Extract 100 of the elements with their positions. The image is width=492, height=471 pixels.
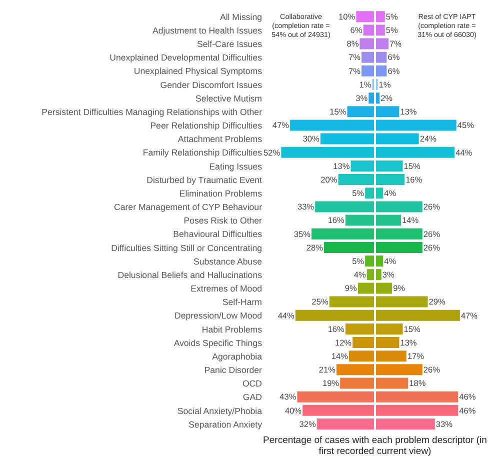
data-label: 4% <box>384 188 397 198</box>
bar <box>376 256 384 267</box>
data-label: 7% <box>390 38 402 49</box>
data-label: 15% <box>404 160 422 171</box>
data-label: 13% <box>333 160 350 171</box>
bar <box>363 24 374 36</box>
y-tick-label: Panic Disorder <box>204 365 262 376</box>
y-tick-label: Extremes of Mood <box>190 284 262 294</box>
data-label: 15% <box>404 324 422 334</box>
bar <box>376 120 456 131</box>
data-label: 5% <box>352 256 365 266</box>
data-label: 9% <box>344 283 358 294</box>
data-label: 29% <box>428 296 446 307</box>
bar <box>376 404 458 416</box>
data-label: 35% <box>294 228 312 239</box>
bar <box>338 174 374 186</box>
bar <box>376 418 435 430</box>
data-label: 16% <box>328 215 346 226</box>
data-label: 44% <box>456 147 473 158</box>
data-label: 26% <box>423 364 441 375</box>
bar <box>376 296 428 308</box>
data-label: 10% <box>338 11 356 22</box>
bar <box>376 92 380 104</box>
x-axis-title: Percentage of cases with each problem descriptor (in first recorded current view) <box>262 435 488 457</box>
bar <box>352 337 374 348</box>
bar <box>376 133 419 144</box>
bar <box>376 269 382 280</box>
bar <box>376 323 403 334</box>
bar <box>302 404 374 416</box>
bar <box>360 38 374 50</box>
bar <box>345 214 374 226</box>
data-label: 17% <box>407 351 425 362</box>
y-tick-label: GAD <box>242 392 262 402</box>
data-label: 14% <box>402 215 420 226</box>
data-label: 43% <box>280 392 297 402</box>
bar <box>336 364 374 376</box>
data-label: 5% <box>386 25 399 36</box>
data-label: 3% <box>356 92 368 103</box>
bar <box>312 228 374 240</box>
y-tick-label: Habit Problems <box>202 324 263 334</box>
data-label: 18% <box>409 378 426 388</box>
y-tick-label: Attachment Problems <box>178 134 263 144</box>
y-tick-label: Family Relationship Difficulties <box>142 148 263 158</box>
y-tick-label: Elimination Problems <box>179 188 263 198</box>
y-tick-label: Carer Management of CYP Behaviour <box>114 202 262 212</box>
data-label: 47% <box>272 120 290 130</box>
data-label: 5% <box>386 11 399 22</box>
data-label: 6% <box>350 25 363 36</box>
bar <box>349 350 374 362</box>
bar <box>358 282 374 294</box>
bar <box>290 120 374 131</box>
bar <box>376 52 387 63</box>
bar <box>376 24 385 36</box>
data-label: 26% <box>423 242 441 252</box>
bar <box>368 92 374 104</box>
bar <box>376 337 400 348</box>
data-label: 15% <box>330 106 347 117</box>
y-tick-label: Gender Discomfort Issues <box>160 80 263 90</box>
data-label: 45% <box>457 120 475 130</box>
data-label: 20% <box>320 174 338 184</box>
bar <box>376 350 406 362</box>
data-label: 7% <box>348 66 362 76</box>
y-tick-label: Separation Anxiety <box>188 419 263 430</box>
bar <box>295 310 374 321</box>
y-tick-label: Delusional Beliefs and Hallucinations <box>118 270 263 280</box>
y-tick-label: Depression/Low Mood <box>174 310 262 321</box>
data-label: 8% <box>346 38 360 49</box>
data-label: 5% <box>352 188 365 198</box>
bar <box>365 188 374 199</box>
bar <box>329 296 374 308</box>
bar <box>320 133 374 144</box>
bar <box>345 323 374 334</box>
data-label: 16% <box>406 174 423 184</box>
y-tick-label: Eating Issues <box>209 161 263 172</box>
data-label: 26% <box>423 228 441 239</box>
y-tick-label: Difficulties Sitting Still or Concentrating <box>111 242 262 253</box>
bar <box>376 160 403 172</box>
bar <box>366 269 374 280</box>
data-label: 13% <box>400 337 418 348</box>
data-label: 46% <box>459 405 476 416</box>
y-tick-label: Self-Harm <box>222 297 262 308</box>
data-label: 52% <box>264 147 281 158</box>
bar <box>376 188 384 199</box>
bar <box>376 378 408 389</box>
bar <box>362 65 374 76</box>
data-label: 47% <box>460 310 478 320</box>
data-label: 32% <box>299 418 316 429</box>
bar <box>347 106 374 118</box>
data-label: 26% <box>423 202 441 212</box>
bar <box>362 52 374 63</box>
data-label: 13% <box>400 106 418 117</box>
y-tick-label: Substance Abuse <box>194 256 262 266</box>
y-tick-label: Agoraphobia <box>212 351 262 362</box>
data-label: 2% <box>380 92 394 103</box>
bar <box>316 418 374 430</box>
data-label: 6% <box>388 52 400 62</box>
bar <box>376 65 387 76</box>
y-tick-label: All Missing <box>220 12 262 22</box>
bar <box>376 11 385 22</box>
bar <box>376 391 458 402</box>
